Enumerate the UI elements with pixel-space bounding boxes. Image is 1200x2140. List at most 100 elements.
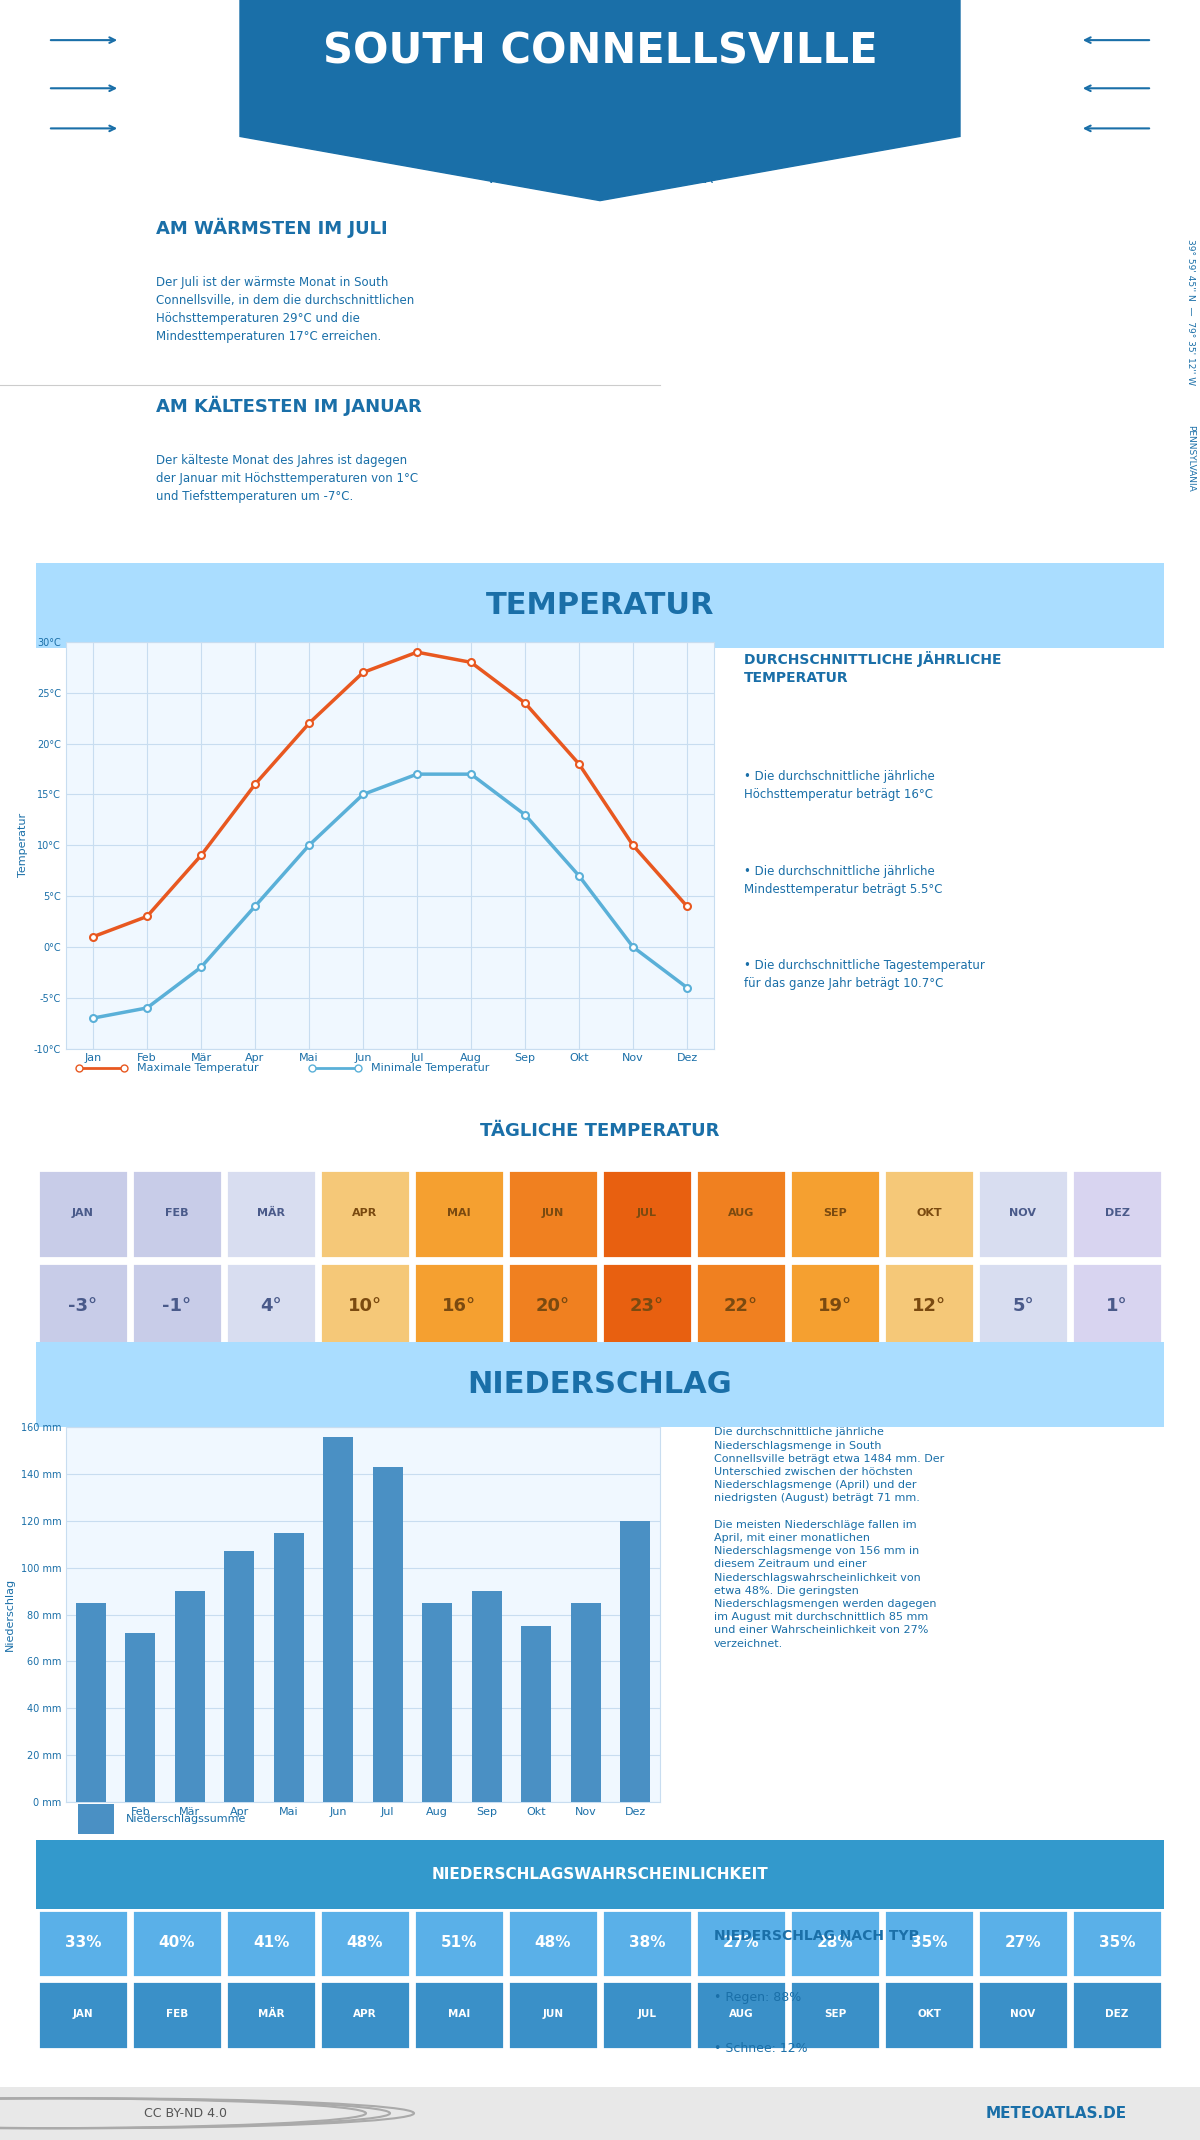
Text: JUN: JUN xyxy=(542,1207,564,1218)
Text: 4°: 4° xyxy=(260,1297,282,1314)
FancyBboxPatch shape xyxy=(508,1909,598,1977)
FancyBboxPatch shape xyxy=(38,1171,128,1258)
Text: NIEDERSCHLAG NACH TYP: NIEDERSCHLAG NACH TYP xyxy=(714,1930,919,1943)
Text: AUG: AUG xyxy=(728,1207,754,1218)
Text: SEP: SEP xyxy=(823,1207,847,1218)
FancyBboxPatch shape xyxy=(1072,1982,1162,2048)
FancyBboxPatch shape xyxy=(884,1263,974,1350)
Bar xyxy=(76,1603,106,1802)
FancyBboxPatch shape xyxy=(78,1804,114,1834)
FancyBboxPatch shape xyxy=(602,1171,692,1258)
FancyBboxPatch shape xyxy=(696,1263,786,1350)
Text: 23°: 23° xyxy=(630,1297,664,1314)
FancyBboxPatch shape xyxy=(978,1982,1068,2048)
FancyBboxPatch shape xyxy=(884,1171,974,1258)
Text: • Die durchschnittliche jährliche
Höchsttemperatur beträgt 16°C: • Die durchschnittliche jährliche Höchst… xyxy=(744,770,935,800)
FancyBboxPatch shape xyxy=(978,1171,1068,1258)
Text: 22°: 22° xyxy=(724,1297,758,1314)
FancyBboxPatch shape xyxy=(0,559,1200,653)
FancyBboxPatch shape xyxy=(226,1909,316,1977)
FancyBboxPatch shape xyxy=(38,1982,128,2048)
Text: TEMPERATUR: TEMPERATUR xyxy=(486,591,714,621)
Text: 35%: 35% xyxy=(1099,1935,1135,1950)
Text: 1°: 1° xyxy=(1106,1297,1128,1314)
Bar xyxy=(126,1633,155,1802)
Text: 19°: 19° xyxy=(818,1297,852,1314)
Text: PENNSYLVANIA: PENNSYLVANIA xyxy=(1186,424,1195,492)
Text: SEP: SEP xyxy=(824,2009,846,2020)
FancyBboxPatch shape xyxy=(978,1909,1068,1977)
FancyBboxPatch shape xyxy=(320,1171,410,1258)
Text: • Schnee: 12%: • Schnee: 12% xyxy=(714,2042,808,2054)
FancyBboxPatch shape xyxy=(226,1263,316,1350)
Text: 27%: 27% xyxy=(722,1935,760,1950)
Text: 35%: 35% xyxy=(911,1935,947,1950)
Polygon shape xyxy=(240,0,960,201)
Text: JUL: JUL xyxy=(637,1207,658,1218)
FancyBboxPatch shape xyxy=(790,1982,880,2048)
Text: 10°: 10° xyxy=(348,1297,382,1314)
Text: NIEDERSCHLAGSWAHRSCHEINLICHKEIT: NIEDERSCHLAGSWAHRSCHEINLICHKEIT xyxy=(432,1866,768,1883)
Bar xyxy=(620,1522,650,1802)
Text: AM KÄLTESTEN IM JANUAR: AM KÄLTESTEN IM JANUAR xyxy=(156,396,421,417)
FancyBboxPatch shape xyxy=(414,1171,504,1258)
FancyBboxPatch shape xyxy=(602,1909,692,1977)
FancyBboxPatch shape xyxy=(696,1171,786,1258)
Text: CC BY-ND 4.0: CC BY-ND 4.0 xyxy=(144,2106,227,2121)
Text: JUL: JUL xyxy=(637,2009,656,2020)
FancyBboxPatch shape xyxy=(790,1171,880,1258)
FancyBboxPatch shape xyxy=(320,1263,410,1350)
Text: JUN: JUN xyxy=(542,2009,564,2020)
Text: DEZ: DEZ xyxy=(1104,1207,1129,1218)
Text: • Die durchschnittliche Tagestemperatur
für das ganze Jahr beträgt 10.7°C: • Die durchschnittliche Tagestemperatur … xyxy=(744,959,985,989)
Text: Maximale Temperatur: Maximale Temperatur xyxy=(137,1064,259,1072)
Y-axis label: Niederschlag: Niederschlag xyxy=(5,1577,14,1652)
Text: 51%: 51% xyxy=(440,1935,478,1950)
Bar xyxy=(373,1468,403,1802)
Text: FEB: FEB xyxy=(166,1207,188,1218)
Text: Der Juli ist der wärmste Monat in South
Connellsville, in dem die durchschnittli: Der Juli ist der wärmste Monat in South … xyxy=(156,276,414,342)
FancyBboxPatch shape xyxy=(320,1909,410,1977)
FancyBboxPatch shape xyxy=(0,1338,1200,1432)
FancyBboxPatch shape xyxy=(226,1982,316,2048)
FancyBboxPatch shape xyxy=(602,1982,692,2048)
Text: 48%: 48% xyxy=(347,1935,383,1950)
FancyBboxPatch shape xyxy=(414,1982,504,2048)
Bar xyxy=(472,1592,502,1802)
Text: OKT: OKT xyxy=(917,2009,941,2020)
Bar xyxy=(422,1603,452,1802)
Text: 38%: 38% xyxy=(629,1935,665,1950)
FancyBboxPatch shape xyxy=(132,1982,222,2048)
FancyBboxPatch shape xyxy=(508,1263,598,1350)
FancyBboxPatch shape xyxy=(790,1909,880,1977)
FancyBboxPatch shape xyxy=(508,1171,598,1258)
Text: AUG: AUG xyxy=(728,2009,754,2020)
Text: 12°: 12° xyxy=(912,1297,946,1314)
Text: NIEDERSCHLAG: NIEDERSCHLAG xyxy=(468,1370,732,1400)
Y-axis label: Temperatur: Temperatur xyxy=(18,813,29,877)
Bar xyxy=(571,1603,600,1802)
FancyBboxPatch shape xyxy=(414,1263,504,1350)
Text: MAI: MAI xyxy=(448,2009,470,2020)
Text: Der kälteste Monat des Jahres ist dagegen
der Januar mit Höchsttemperaturen von : Der kälteste Monat des Jahres ist dagege… xyxy=(156,454,418,503)
Text: 39° 59' 45'' N  —  79° 35' 12'' W: 39° 59' 45'' N — 79° 35' 12'' W xyxy=(1186,240,1195,385)
FancyBboxPatch shape xyxy=(132,1171,222,1258)
FancyBboxPatch shape xyxy=(696,1909,786,1977)
Text: 33%: 33% xyxy=(65,1935,101,1950)
Text: JAN: JAN xyxy=(73,2009,94,2020)
Text: -1°: -1° xyxy=(162,1297,192,1314)
FancyBboxPatch shape xyxy=(696,1982,786,2048)
FancyBboxPatch shape xyxy=(132,1263,222,1350)
FancyBboxPatch shape xyxy=(978,1263,1068,1350)
FancyBboxPatch shape xyxy=(1072,1909,1162,1977)
FancyBboxPatch shape xyxy=(602,1263,692,1350)
Text: • Regen: 88%: • Regen: 88% xyxy=(714,1990,802,2003)
Bar xyxy=(274,1532,304,1802)
FancyBboxPatch shape xyxy=(884,1909,974,1977)
Text: 27%: 27% xyxy=(1004,1935,1042,1950)
FancyBboxPatch shape xyxy=(1072,1263,1162,1350)
Text: TÄGLICHE TEMPERATUR: TÄGLICHE TEMPERATUR xyxy=(480,1121,720,1141)
FancyBboxPatch shape xyxy=(320,1982,410,2048)
Text: • Die durchschnittliche jährliche
Mindesttemperatur beträgt 5.5°C: • Die durchschnittliche jährliche Mindes… xyxy=(744,865,942,895)
Text: -3°: -3° xyxy=(68,1297,97,1314)
